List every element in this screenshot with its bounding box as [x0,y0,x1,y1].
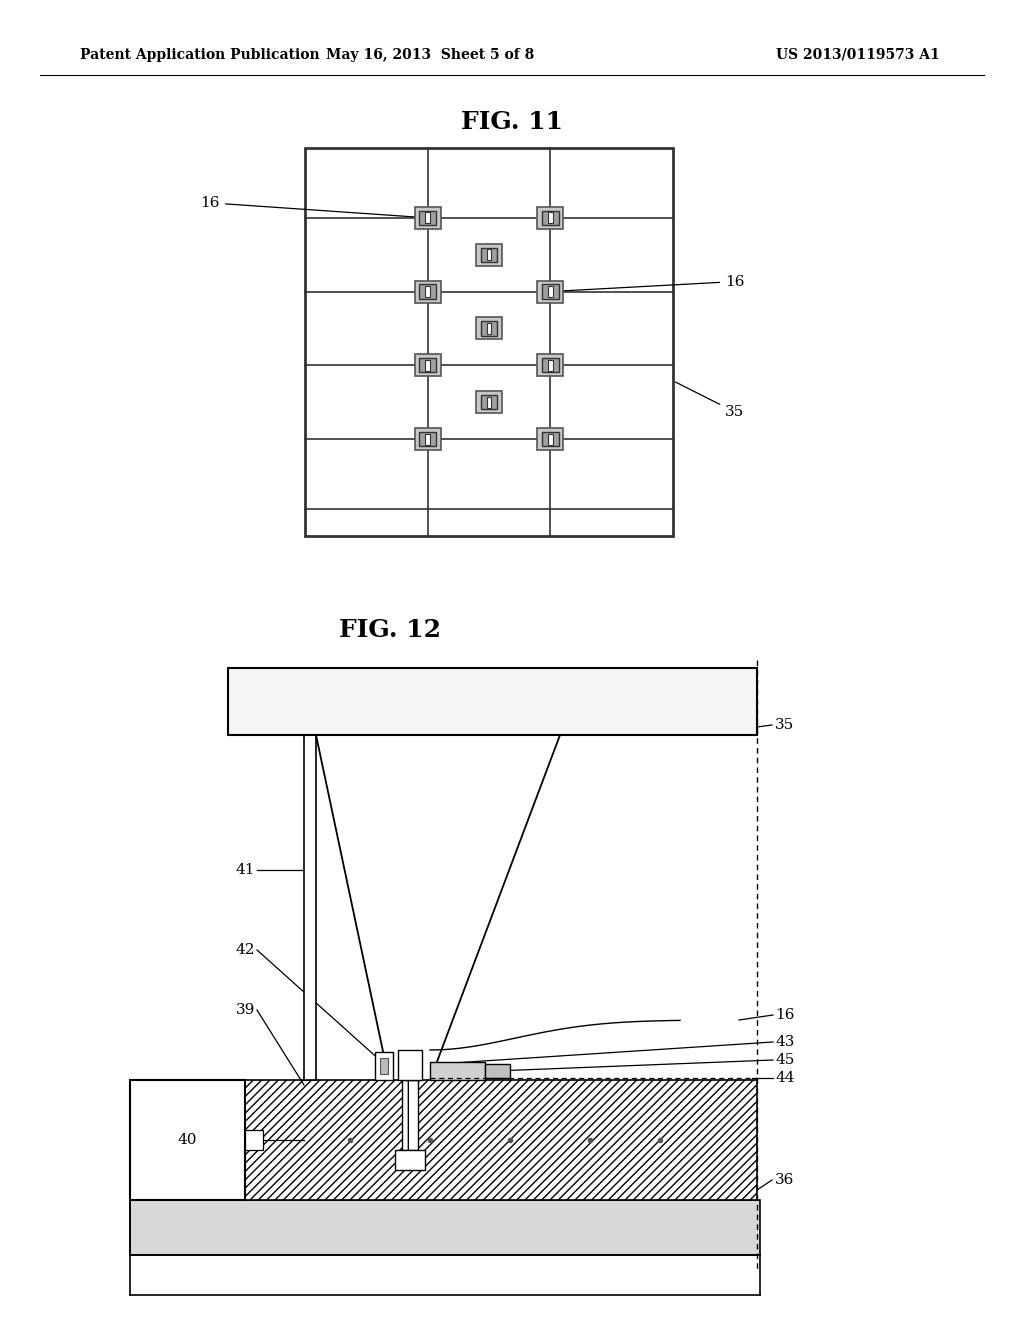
Bar [304,735,316,1080]
Bar [395,1150,425,1170]
Bar [538,207,563,228]
Bar [130,1200,760,1255]
Bar [398,1049,422,1080]
Text: FIG. 12: FIG. 12 [339,618,441,642]
Text: US 2013/0119573 A1: US 2013/0119573 A1 [776,48,940,62]
Bar [425,286,430,297]
Bar [485,1064,510,1078]
Bar [486,249,492,260]
Bar [419,211,436,224]
Bar [415,207,440,228]
Bar [480,395,498,409]
Bar [548,213,553,223]
Bar [402,1080,418,1150]
Bar [548,286,553,297]
Text: 42: 42 [236,942,255,957]
Polygon shape [316,735,560,1074]
Bar [425,213,430,223]
Bar [415,354,440,376]
Bar [480,321,498,335]
Bar [476,391,502,413]
Bar [245,1130,263,1150]
Bar [380,1059,388,1074]
Text: 35: 35 [775,718,795,733]
Bar [375,1052,393,1080]
Bar [228,668,757,735]
Text: FIG. 11: FIG. 11 [461,110,563,135]
Text: 16: 16 [553,275,744,292]
Bar [542,284,559,298]
Text: Patent Application Publication: Patent Application Publication [80,48,319,62]
Text: 35: 35 [676,381,744,418]
Text: 39: 39 [236,1003,255,1016]
Bar [425,360,430,371]
Bar [548,360,553,371]
Text: 40: 40 [178,1133,198,1147]
Text: 43: 43 [775,1035,795,1049]
Bar [305,148,673,536]
Text: 36: 36 [775,1173,795,1187]
Bar [538,354,563,376]
Bar [480,248,498,261]
Bar [542,432,559,446]
Bar [538,281,563,302]
Bar [415,428,440,450]
Bar [165,1080,757,1200]
Bar [476,244,502,265]
Text: 16: 16 [775,1008,795,1022]
Text: 16: 16 [201,195,425,218]
Bar [548,433,553,445]
Bar [130,1080,245,1200]
Bar [476,317,502,339]
Bar [542,211,559,224]
Bar [538,428,563,450]
Bar [419,358,436,372]
Bar [419,432,436,446]
Bar [425,433,430,445]
Bar [415,281,440,302]
Bar [486,396,492,408]
Text: 44: 44 [775,1071,795,1085]
Bar [486,323,492,334]
Bar [542,358,559,372]
Bar [430,1063,485,1080]
Text: May 16, 2013  Sheet 5 of 8: May 16, 2013 Sheet 5 of 8 [326,48,535,62]
Text: 45: 45 [775,1053,795,1067]
Text: 41: 41 [236,863,255,876]
Bar [419,284,436,298]
